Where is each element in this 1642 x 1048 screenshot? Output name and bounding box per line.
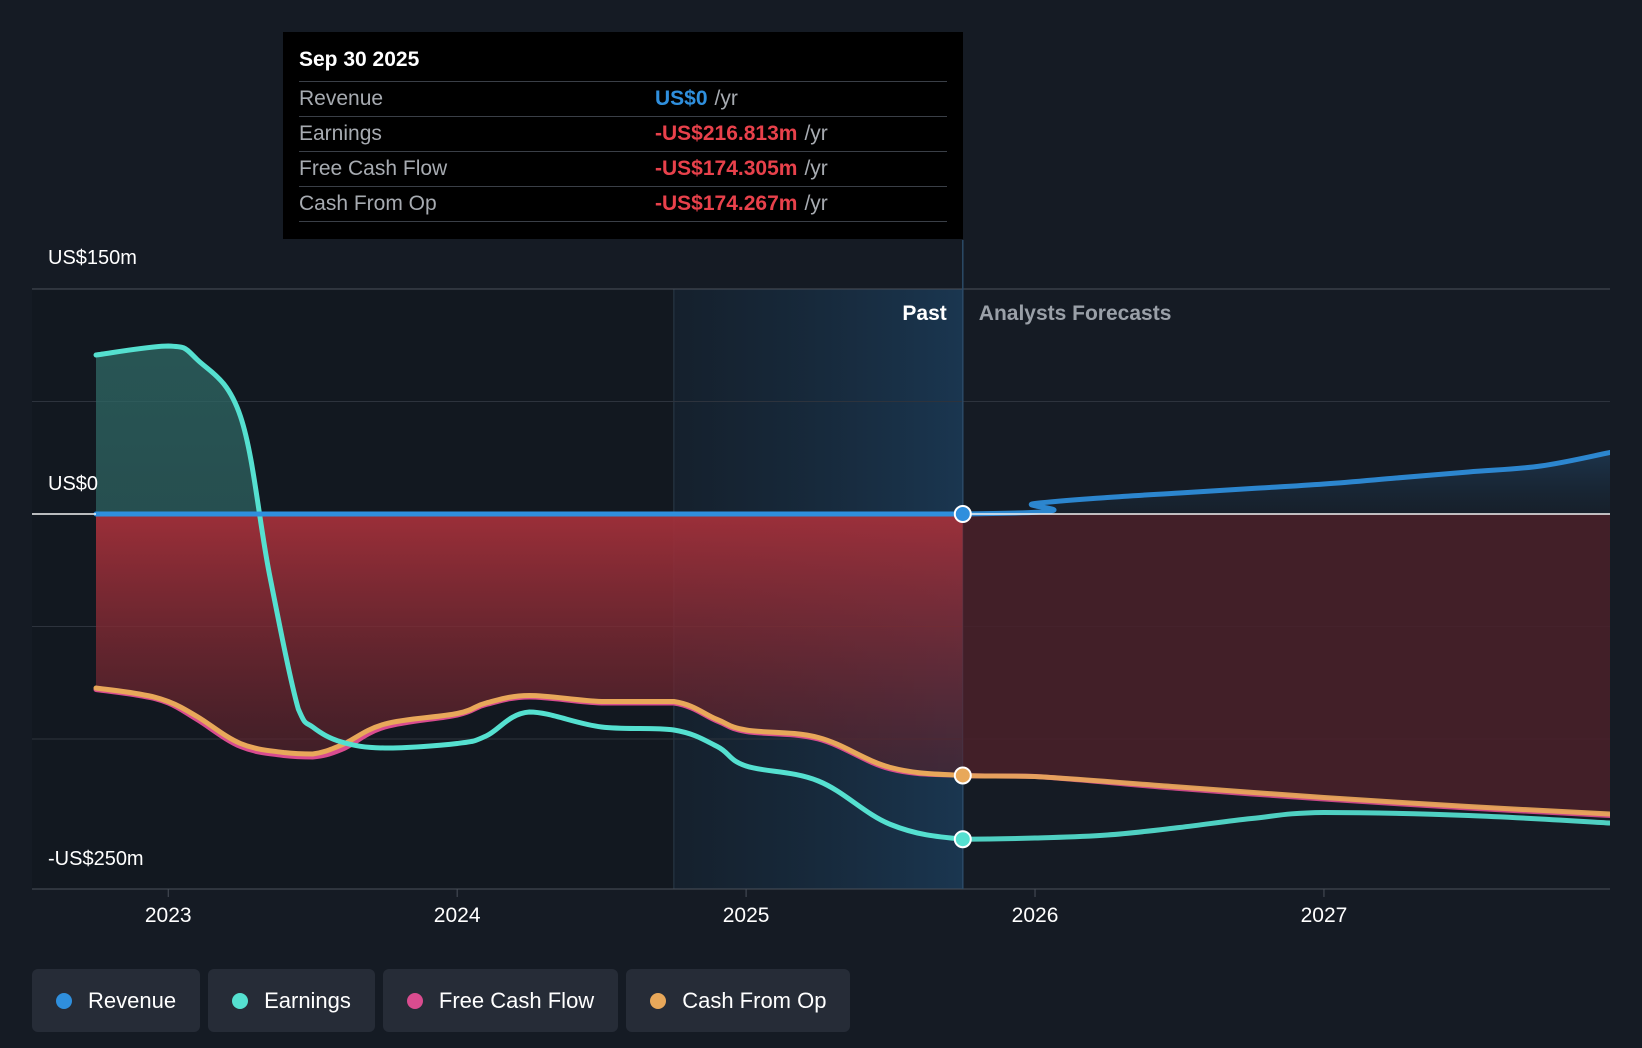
tooltip-row-unit: /yr — [804, 192, 828, 215]
loss-area-forecast — [962, 514, 1610, 814]
x-tick-label: 2025 — [723, 904, 770, 927]
legend-label: Revenue — [88, 987, 177, 1013]
tooltip-row-unit: /yr — [714, 87, 738, 110]
tooltip-date: Sep 30 2025 — [299, 46, 947, 82]
x-tick-label: 2027 — [1301, 904, 1348, 927]
x-tick-label: 2023 — [145, 904, 192, 927]
legend-dot-icon — [650, 992, 667, 1009]
tooltip-row-unit: /yr — [804, 157, 828, 180]
tooltip-row-label: Earnings — [299, 122, 382, 145]
cash-from-op-line-forecast — [962, 772, 1610, 817]
tooltip-row-label: Cash From Op — [299, 192, 437, 215]
tooltip-row-label: Revenue — [299, 87, 384, 110]
tooltip-rows: Revenue US$0/yr Earnings -US$216.813m/yr Fre… — [299, 82, 947, 222]
tooltip-row-value: -US$174.267m — [655, 192, 798, 215]
earnings-positive-area — [96, 346, 1610, 514]
earnings-line-past — [93, 343, 963, 842]
y-axis-label: -US$250m — [48, 848, 144, 870]
forecast-label: Analysts Forecasts — [979, 302, 1172, 325]
y-axis-label: US$150m — [48, 247, 137, 269]
legend-label: Earnings — [264, 987, 351, 1013]
revenue-marker[interactable] — [953, 505, 972, 523]
legend-dot-icon — [56, 992, 72, 1009]
y-axis-label: US$0 — [48, 473, 98, 495]
legend: Revenue Earnings Free Cash Flow Cash From O… — [32, 969, 851, 1032]
x-tick-label: 2026 — [1012, 904, 1059, 927]
cash-from-op-line-past — [93, 685, 963, 779]
tooltip-row-earnings: Earnings -US$216.813m/yr — [299, 117, 947, 152]
legend-label: Cash From Op — [682, 987, 827, 1013]
tooltip-row-cash-from-op: Cash From Op -US$174.267m/yr — [299, 187, 947, 222]
legend-dot-icon — [406, 992, 423, 1009]
tooltip-row-value: US$0 — [655, 87, 708, 110]
tooltip-row-unit: /yr — [804, 122, 828, 145]
tooltip-row-label: Free Cash Flow — [299, 157, 448, 180]
legend-label: Free Cash Flow — [438, 987, 595, 1013]
cash-from-op-marker[interactable] — [953, 766, 972, 785]
x-tick-label: 2024 — [434, 904, 481, 927]
legend-item-earnings[interactable]: Earnings — [208, 969, 375, 1032]
earnings-line-forecast — [962, 809, 1610, 842]
tooltip-row-free-cash-flow: Free Cash Flow -US$174.305m/yr — [299, 152, 947, 187]
tooltip-row-revenue: Revenue US$0/yr — [299, 82, 947, 117]
earnings-marker[interactable] — [953, 830, 972, 849]
loss-area-past — [96, 514, 963, 776]
legend-item-revenue[interactable]: Revenue — [32, 969, 201, 1032]
tooltip-row-value: -US$174.305m — [655, 157, 798, 180]
revenue-line-forecast — [962, 450, 1610, 517]
legend-item-cash-from-op[interactable]: Cash From Op — [626, 969, 851, 1032]
tooltip-row-value: -US$216.813m — [655, 122, 798, 145]
legend-dot-icon — [232, 992, 249, 1009]
past-label: Past — [902, 302, 946, 325]
legend-item-free-cash-flow[interactable]: Free Cash Flow — [382, 969, 619, 1032]
tooltip: Sep 30 2025 Revenue US$0/yr Earnings -US$21… — [283, 32, 963, 239]
